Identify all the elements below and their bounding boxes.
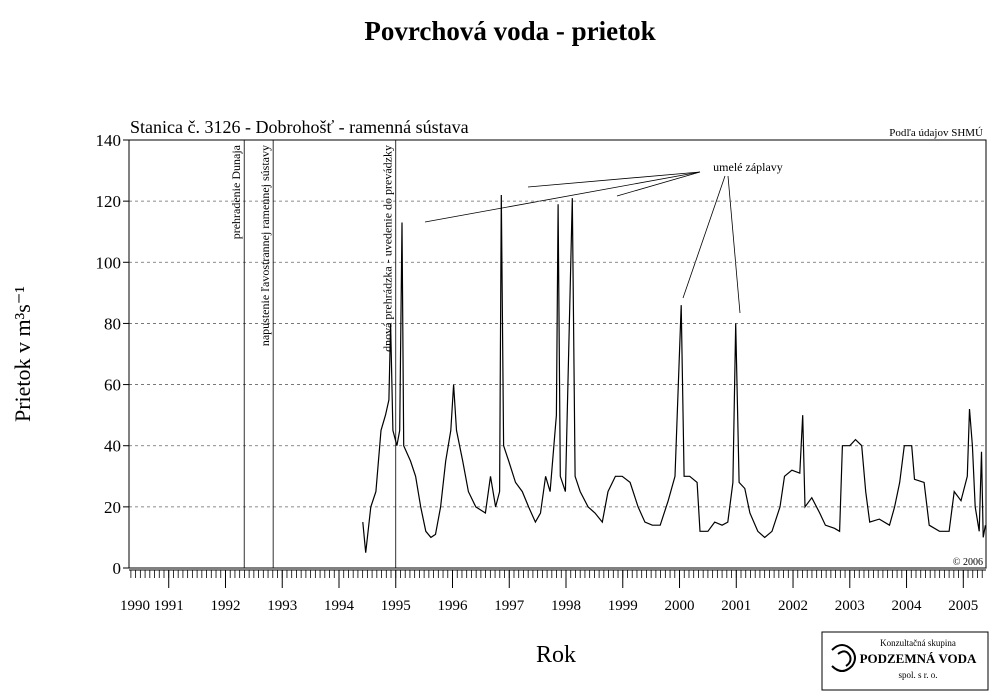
event-label: dnová prehrádzka - uvedenie do prevádzky — [381, 145, 395, 352]
event-label: napustenie ľavostrannej ramennej sústavy — [258, 145, 272, 346]
source-note: Podľa údajov SHMÚ — [889, 127, 983, 139]
x-tick-label: 1993 — [267, 598, 297, 614]
x-tick-label: 1992 — [210, 598, 240, 614]
x-tick-label: 2003 — [835, 598, 865, 614]
x-tick-label: 2005 — [948, 598, 978, 614]
y-tick-label: 0 — [113, 559, 122, 578]
y-tick-label: 80 — [104, 314, 121, 333]
data-line — [362, 194, 986, 553]
x-tick-label: 2000 — [665, 598, 695, 614]
y-tick-label: 120 — [96, 192, 122, 211]
y-axis-label: Prietok v m³s⁻¹ — [10, 286, 35, 422]
x-tick-label: 1991 — [154, 598, 184, 614]
y-tick-label: 100 — [96, 253, 122, 272]
y-tick-label: 20 — [104, 498, 121, 517]
y-tick-label: 140 — [96, 131, 122, 150]
copyright: © 2006 — [953, 557, 983, 568]
logo-text: PODZEMNÁ VODA — [860, 651, 977, 666]
x-tick-label: 1994 — [324, 598, 355, 614]
annotation-pointers — [424, 171, 741, 314]
x-tick-label: 1997 — [494, 598, 525, 614]
x-tick-label: 1998 — [551, 598, 581, 614]
x-axis-label: Rok — [536, 642, 576, 668]
plot-frame — [128, 139, 987, 569]
annotation: umelé záplavy — [713, 160, 783, 174]
x-tick-label: 1990 — [120, 598, 150, 614]
logo: Konzultačná skupina PODZEMNÁ VODA spol. … — [821, 631, 989, 691]
event-label: prehradenie Dunaja — [229, 144, 243, 239]
x-tick-label: 1999 — [608, 598, 638, 614]
x-tick-label: 2002 — [778, 598, 808, 614]
x-tick-label: 1996 — [438, 598, 469, 614]
logo-text: Konzultačná skupina — [880, 638, 956, 648]
y-tick-label: 60 — [104, 376, 121, 395]
chart-title: Povrchová voda - prietok — [364, 16, 655, 46]
x-tick-label: 2001 — [721, 598, 751, 614]
chart-subtitle: Stanica č. 3126 - Dobrohošť - ramenná sú… — [130, 117, 469, 137]
x-tick-label: 1995 — [381, 598, 411, 614]
y-tick-label: 40 — [104, 437, 121, 456]
x-tick-label: 2004 — [892, 598, 923, 614]
logo-text: spol. s r. o. — [898, 670, 937, 680]
